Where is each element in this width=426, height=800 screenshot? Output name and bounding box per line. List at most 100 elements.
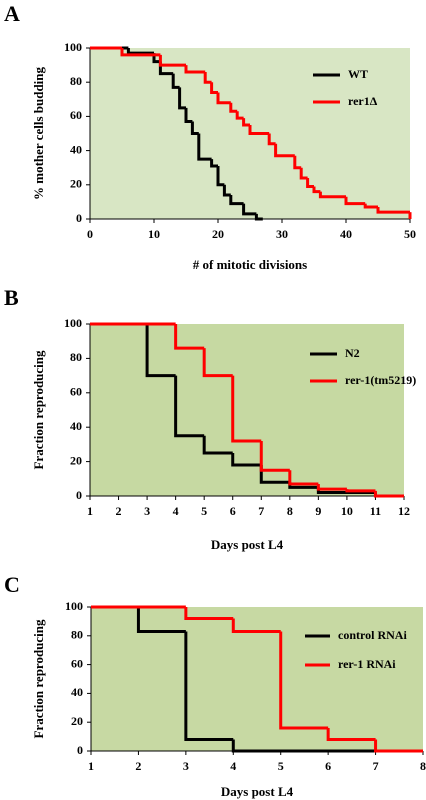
x-tick-label: 10: [148, 227, 160, 241]
survival-step: [136, 607, 186, 633]
y-tick-label: 100: [65, 599, 83, 613]
survival-step: [222, 184, 231, 197]
survival-step: [231, 375, 262, 443]
survival-step: [210, 159, 218, 168]
survival-step: [316, 483, 347, 491]
survival-step: [184, 631, 234, 741]
x-tick-label: 5: [201, 504, 207, 518]
y-tick-label: 60: [70, 385, 82, 399]
y-tick-label: 20: [71, 714, 83, 728]
survival-step: [210, 82, 218, 94]
survival-step: [145, 324, 176, 378]
survival-step: [259, 440, 290, 472]
survival-step: [376, 207, 410, 214]
x-axis-label: Days post L4: [221, 784, 294, 799]
legend-label: rer-1(tm5219): [345, 373, 416, 387]
panel-label: B: [4, 285, 19, 310]
y-axis-label: % mother cells budding: [31, 66, 46, 200]
y-tick-label: 40: [70, 419, 82, 433]
survival-step: [326, 727, 376, 741]
survival-step: [184, 107, 193, 124]
x-tick-label: 6: [325, 759, 331, 773]
x-tick-label: 8: [420, 759, 426, 773]
y-tick-label: 60: [70, 108, 82, 122]
survival-step: [126, 48, 154, 55]
survival-step: [318, 191, 346, 199]
x-tick-label: 11: [370, 504, 381, 518]
survival-step: [202, 435, 233, 455]
y-tick-label: 0: [77, 743, 83, 757]
x-tick-label: 9: [315, 504, 321, 518]
panel-label: A: [4, 1, 20, 26]
x-axis-label: # of mitotic divisions: [193, 257, 307, 272]
y-tick-label: 40: [70, 142, 82, 156]
survival-step: [231, 453, 262, 467]
survival-step: [373, 490, 404, 498]
survival-step: [184, 65, 206, 74]
legend-label: rer-1 RNAi: [338, 657, 396, 671]
x-tick-label: 1: [88, 759, 94, 773]
survival-step: [120, 48, 161, 57]
x-tick-label: 4: [173, 504, 179, 518]
survival-step: [267, 133, 276, 146]
x-tick-label: 12: [398, 504, 410, 518]
x-tick-label: 10: [341, 504, 353, 518]
survival-step: [299, 167, 308, 180]
survival-step: [231, 739, 376, 753]
survival-step: [288, 470, 319, 486]
y-axis-label: Fraction reproducing: [31, 619, 46, 739]
legend-label: WT: [348, 67, 368, 81]
y-tick-label: 40: [71, 685, 83, 699]
legend-label: control RNAi: [338, 628, 407, 642]
y-tick-label: 80: [71, 628, 83, 642]
survival-step: [254, 213, 263, 221]
x-tick-label: 4: [230, 759, 236, 773]
survival-step: [171, 73, 180, 89]
survival-step: [231, 618, 281, 633]
survival-step: [229, 195, 244, 206]
x-tick-label: 8: [287, 504, 293, 518]
survival-step: [293, 155, 302, 170]
survival-step: [203, 71, 212, 84]
legend-label: rer1Δ: [348, 94, 378, 108]
survival-step: [229, 102, 238, 113]
y-tick-label: 20: [70, 453, 82, 467]
survival-step: [235, 111, 244, 120]
plot-background: [90, 324, 404, 496]
survival-step: [197, 133, 212, 161]
survival-step: [158, 54, 186, 67]
survival-step: [345, 489, 376, 493]
y-axis-label: Fraction reproducing: [31, 350, 46, 470]
survival-step: [279, 631, 329, 730]
survival-step: [184, 607, 234, 621]
survival-step: [174, 375, 205, 438]
x-axis-label: Days post L4: [211, 537, 284, 552]
y-tick-label: 0: [76, 211, 82, 225]
survival-step: [242, 203, 257, 216]
survival-step: [374, 739, 423, 753]
survival-step: [174, 324, 205, 350]
y-tick-label: 60: [71, 656, 83, 670]
survival-step: [202, 348, 233, 378]
survival-step: [178, 87, 186, 110]
x-tick-label: 7: [373, 759, 379, 773]
survival-step: [344, 196, 366, 206]
x-tick-label: 2: [116, 504, 122, 518]
x-tick-label: 6: [230, 504, 236, 518]
survival-step: [363, 203, 378, 209]
legend-label: N2: [345, 346, 360, 360]
x-tick-label: 7: [258, 504, 264, 518]
survival-step: [248, 124, 270, 135]
x-tick-label: 30: [276, 227, 288, 241]
x-tick-label: 2: [135, 759, 141, 773]
survival-step: [216, 165, 225, 187]
survival-step: [242, 118, 250, 127]
y-tick-label: 100: [64, 316, 82, 330]
panel-label: C: [4, 572, 20, 597]
x-tick-label: 40: [340, 227, 352, 241]
survival-step: [190, 121, 199, 135]
x-tick-label: 50: [404, 227, 416, 241]
y-tick-label: 80: [70, 350, 82, 364]
x-tick-label: 20: [212, 227, 224, 241]
